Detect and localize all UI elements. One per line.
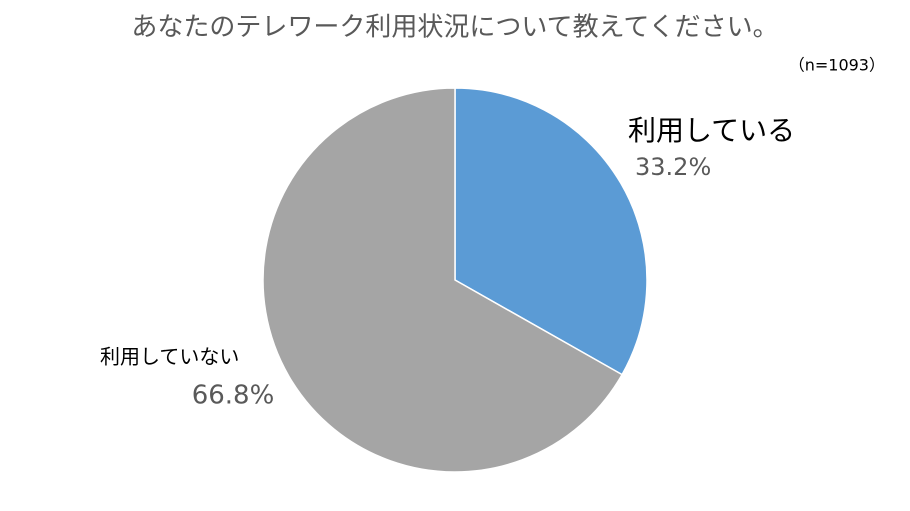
value-label: 33.2% — [635, 153, 711, 181]
pie — [262, 87, 648, 473]
value-label: 66.8% — [192, 381, 275, 411]
pie-slice — [454, 87, 648, 376]
chart-subtitle: （n=1093） — [789, 56, 885, 75]
pie-slice — [262, 87, 624, 473]
category-label: 利用していない — [100, 345, 239, 369]
category-label: 利用している — [628, 114, 795, 147]
chart-title: あなたのテレワーク利用状況について教えてください。 — [131, 13, 778, 43]
